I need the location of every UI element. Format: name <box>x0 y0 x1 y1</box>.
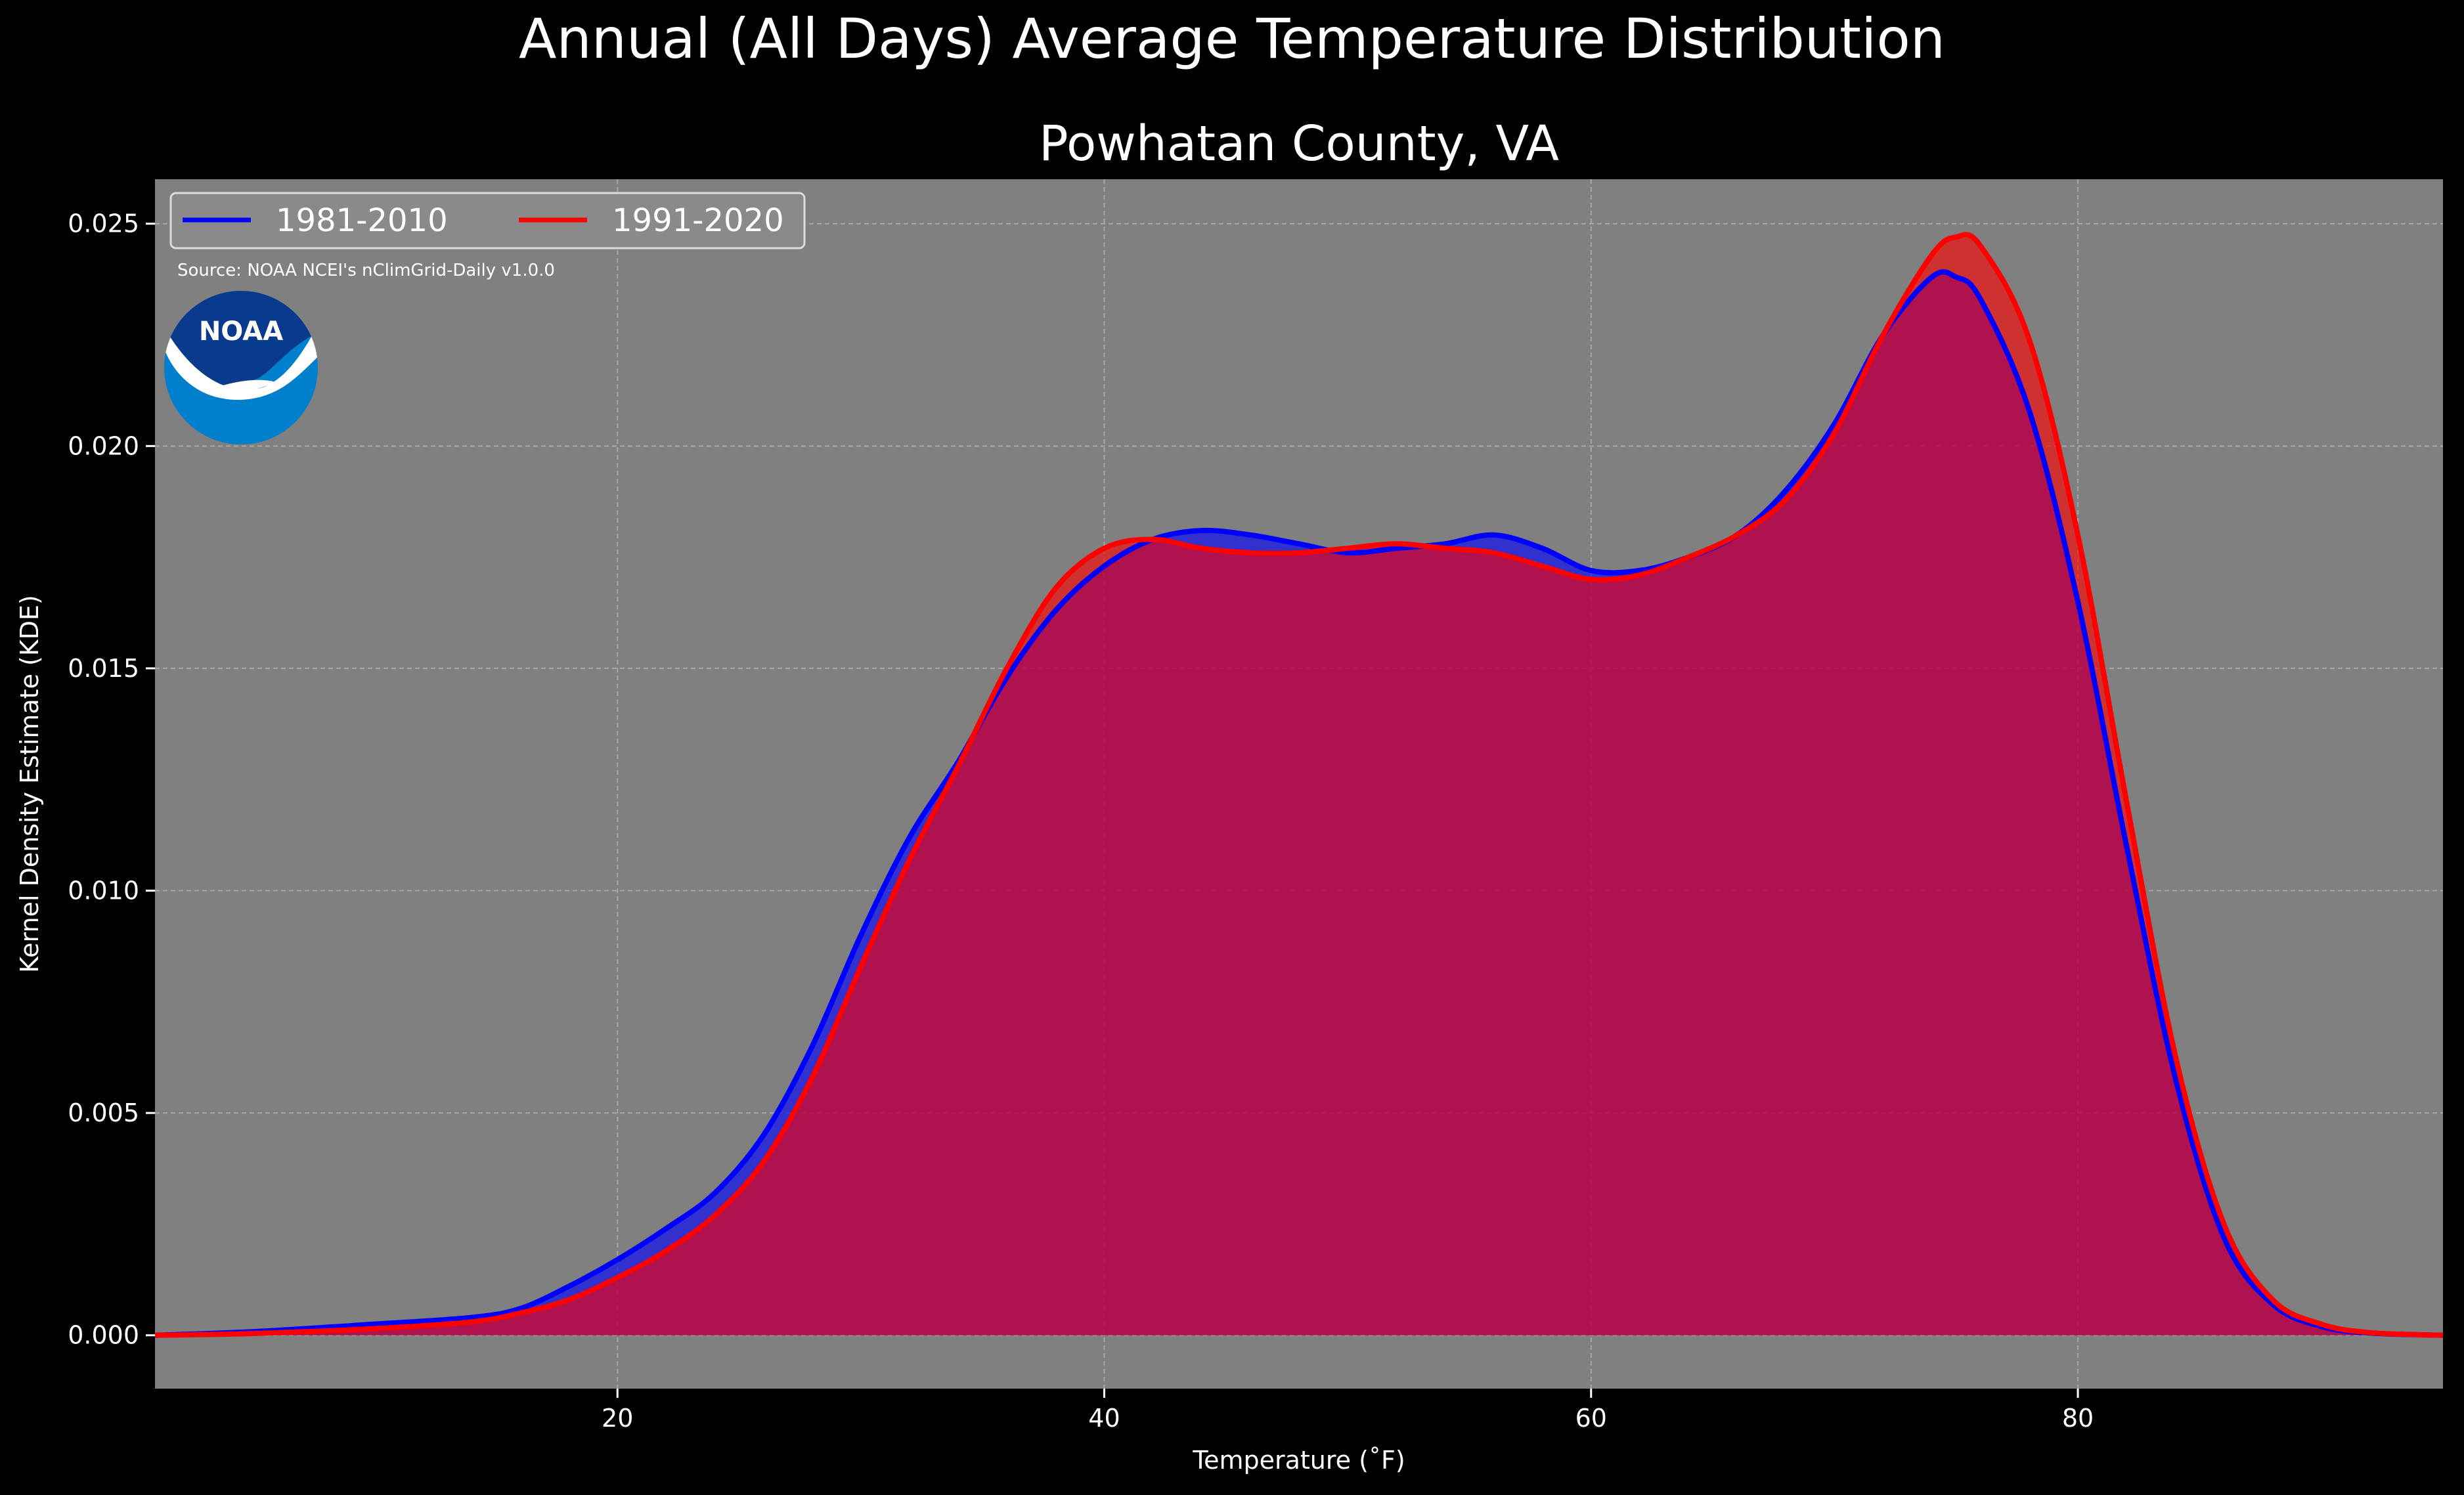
y-tick-label: 0.010 <box>68 877 139 905</box>
x-tick-label: 80 <box>2062 1404 2094 1433</box>
legend: 1981-2010 1991-2020 <box>169 192 806 249</box>
legend-box <box>169 192 806 249</box>
source-note: Source: NOAA NCEI's nClimGrid-Daily v1.0… <box>177 261 555 280</box>
noaa-logo-text: NOAA <box>199 316 283 347</box>
figure-suptitle: Annual (All Days) Average Temperature Di… <box>519 7 1945 71</box>
y-tick-label: 0.000 <box>68 1321 139 1350</box>
x-axis-label: Temperature (˚F) <box>1192 1446 1405 1475</box>
legend-label-1991-2020: 1991-2020 <box>612 202 784 239</box>
line-1991-2020 <box>155 232 2443 1338</box>
x-tick-label: 20 <box>602 1404 633 1433</box>
series-layer <box>155 232 2443 1338</box>
x-tick-label: 40 <box>1088 1404 1120 1433</box>
y-tick-label: 0.015 <box>68 654 139 683</box>
y-tick-label: 0.025 <box>68 209 139 238</box>
chart-title: Powhatan County, VA <box>1039 116 1559 172</box>
area-1991-2020 <box>155 234 2443 1335</box>
y-axis-label: Kernel Density Estimate (KDE) <box>15 595 44 973</box>
ticks: 20 40 60 80 0.000 0.005 0.010 0.015 0.020 0.025 <box>68 209 2094 1433</box>
legend-label-1981-2010: 1981-2010 <box>276 202 448 239</box>
x-tick-label: 60 <box>1575 1404 1607 1433</box>
y-tick-label: 0.020 <box>68 431 139 460</box>
y-tick-label: 0.005 <box>68 1098 139 1127</box>
